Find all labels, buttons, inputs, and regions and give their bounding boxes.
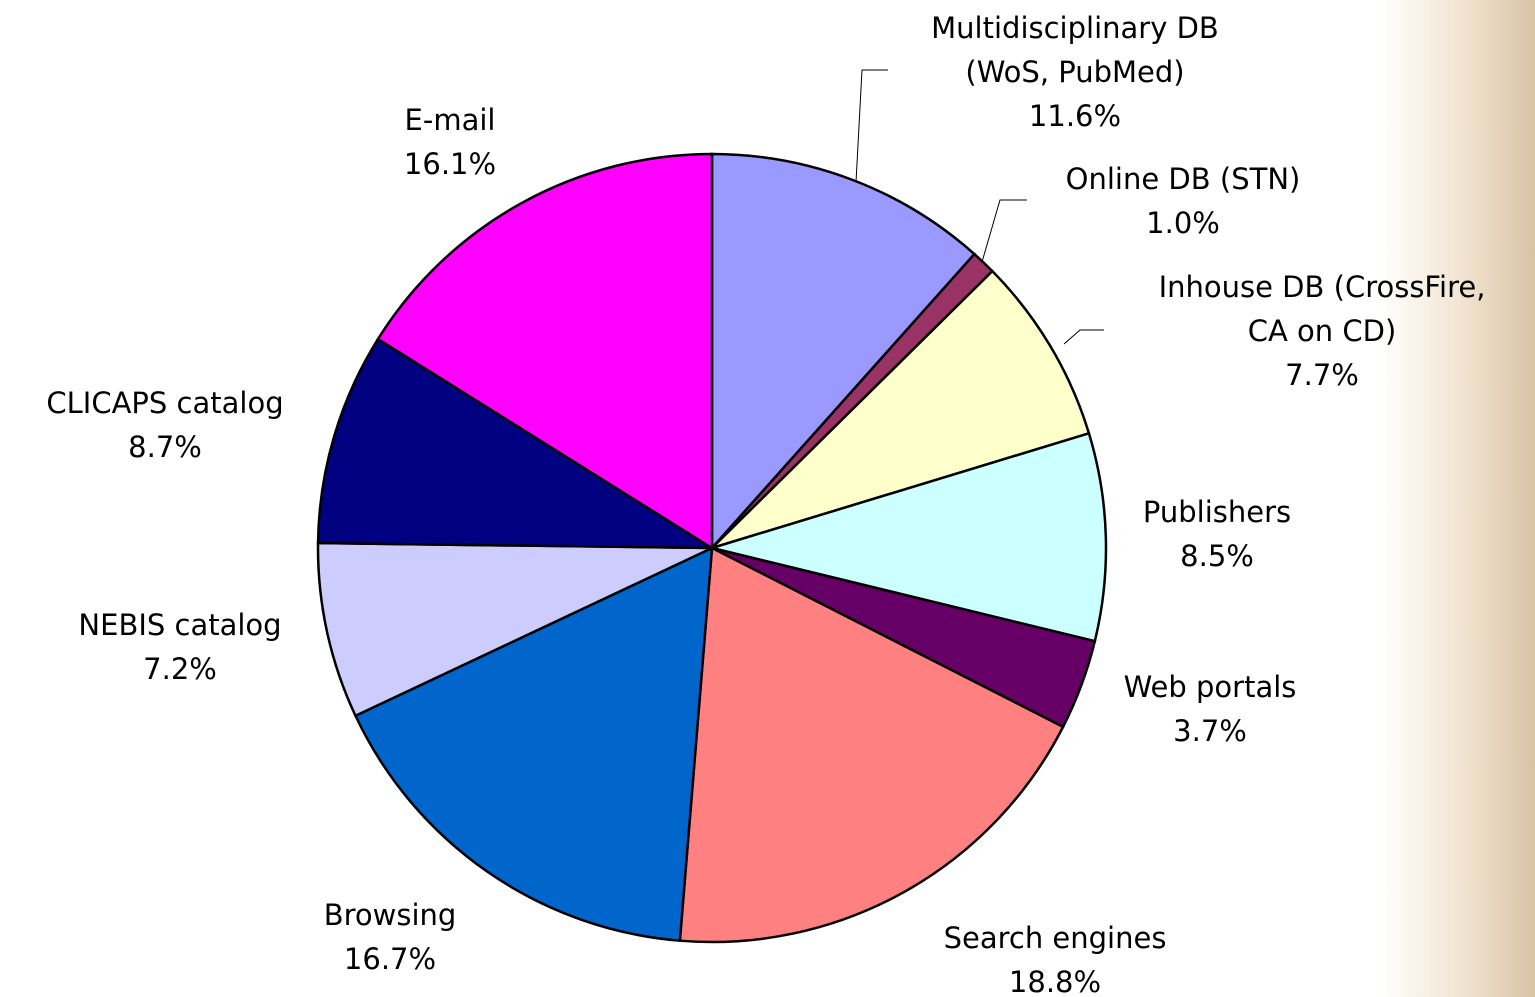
background-decoration (1380, 0, 1535, 997)
slice-label: Web portals (1124, 670, 1297, 704)
slice-label: Browsing (324, 898, 457, 932)
slice-label: (WoS, PubMed) (965, 55, 1184, 89)
value-label: 7.2% (143, 652, 217, 686)
value-label: 7.7% (1285, 358, 1359, 392)
value-label: 16.7% (344, 942, 436, 976)
value-label: 16.1% (404, 147, 496, 181)
value-label: 18.8% (1009, 965, 1101, 997)
chart: Multidisciplinary DB (WoS, PubMed) 11.6% On… (0, 0, 1535, 997)
slice-label: Inhouse DB (CrossFire, (1159, 270, 1486, 304)
value-label: 8.5% (1180, 539, 1254, 573)
leader-line (982, 200, 1027, 262)
slice-label: Online DB (STN) (1066, 162, 1301, 196)
slice-label: CA on CD) (1248, 314, 1397, 348)
slice-label: Publishers (1143, 495, 1291, 529)
value-label: 8.7% (128, 430, 202, 464)
slice-label: NEBIS catalog (78, 608, 281, 642)
slice-label: CLICAPS catalog (46, 386, 283, 420)
leader-line (1064, 330, 1104, 344)
value-label: 1.0% (1146, 206, 1220, 240)
slice-label: Multidisciplinary DB (931, 11, 1219, 45)
slice-label: E-mail (405, 103, 496, 137)
leader-line (856, 70, 888, 182)
slice-label: Search engines (944, 921, 1167, 955)
value-label: 3.7% (1173, 714, 1247, 748)
value-label: 11.6% (1029, 99, 1121, 133)
